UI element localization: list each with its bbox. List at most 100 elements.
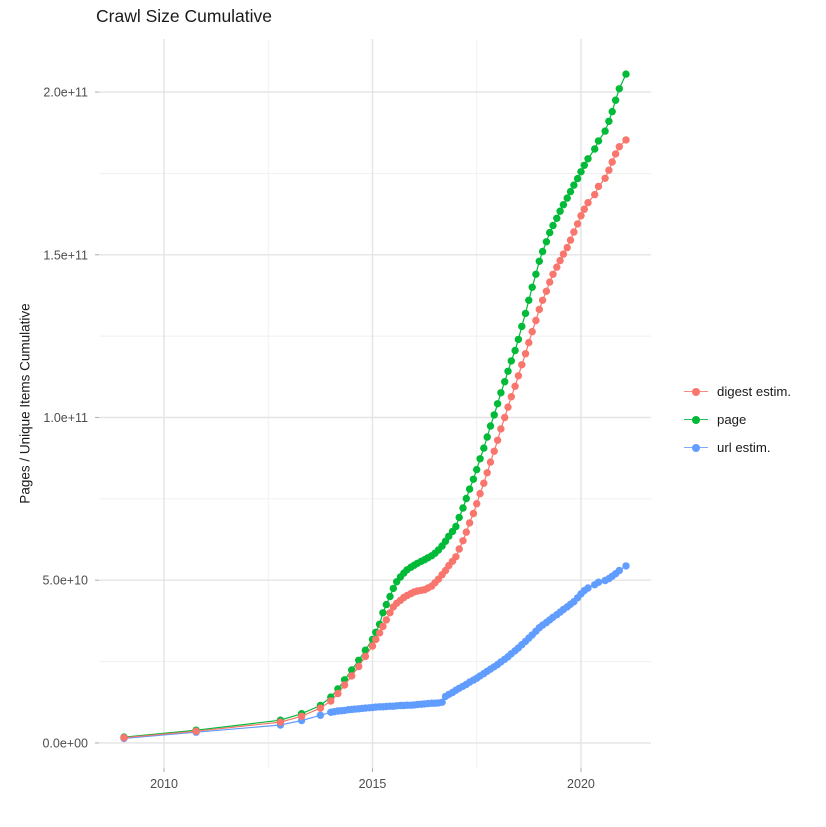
series-point-digest-estim-: [570, 228, 578, 236]
series-point-digest-estim-: [591, 190, 599, 199]
series-point-digest-estim-: [573, 220, 582, 228]
series-point-digest-estim-: [327, 697, 335, 705]
series-point-digest-estim-: [483, 469, 491, 477]
series-point-digest-estim-: [459, 537, 467, 545]
series-point-digest-estim-: [611, 150, 620, 158]
series-point-page: [452, 522, 460, 531]
series-point-page: [340, 676, 349, 684]
series-point-page: [486, 422, 495, 430]
legend-point-swatch: [692, 415, 700, 424]
series-point-digest-estim-: [622, 136, 630, 144]
series-point-digest-estim-: [608, 158, 616, 166]
series-point-digest-estim-: [473, 500, 481, 508]
series-point-page: [608, 107, 616, 116]
series-point-page: [542, 238, 551, 246]
series-point-digest-estim-: [480, 479, 488, 487]
series-point-digest-estim-: [355, 662, 363, 671]
series-point-page: [577, 168, 585, 176]
series-point-page: [511, 346, 519, 355]
series-point-digest-estim-: [455, 545, 463, 553]
series-point-digest-estim-: [493, 436, 502, 444]
series-point-page: [473, 465, 481, 474]
series-point-digest-estim-: [497, 425, 505, 433]
series-point-page: [504, 367, 512, 375]
x-tick-label: 2010: [150, 777, 178, 791]
series-point-digest-estim-: [486, 458, 495, 466]
series-point-page: [379, 609, 387, 617]
y-tick-label: 1.5e+11: [43, 248, 88, 262]
legend-item-url-estim: url estim.: [684, 439, 791, 456]
series-point-page: [573, 174, 582, 183]
series-point-digest-estim-: [120, 734, 128, 742]
series-point-digest-estim-: [605, 166, 613, 174]
series-point-page: [559, 201, 568, 209]
series-point-page: [521, 309, 530, 318]
series-point-page: [465, 485, 474, 493]
series-point-digest-estim-: [518, 361, 526, 369]
series-point-page: [348, 666, 356, 674]
series-point-page: [584, 155, 592, 163]
series-point-digest-estim-: [563, 243, 571, 252]
legend-label-digest-estim: digest estim.: [717, 384, 792, 399]
series-point-digest-estim-: [521, 350, 530, 358]
series-point-page: [361, 646, 370, 654]
series-point-digest-estim-: [577, 212, 585, 220]
series-point-page: [518, 322, 526, 331]
legend: digest estim. page url estim.: [684, 383, 791, 456]
series-point-digest-estim-: [276, 718, 285, 726]
series-point-page: [546, 228, 554, 237]
x-tick-label: 2015: [359, 777, 387, 791]
series-point-page: [514, 335, 523, 344]
series-point-page: [483, 433, 491, 441]
series-point-page: [601, 127, 609, 135]
series-point-page: [501, 378, 509, 386]
legend-label-url-estim: url estim.: [717, 440, 771, 455]
series-point-digest-estim-: [549, 270, 557, 278]
series-point-page: [570, 181, 578, 189]
series-point-page: [566, 187, 575, 196]
series-point-digest-estim-: [340, 681, 349, 689]
series-point-page: [476, 455, 484, 463]
series-point-url-estim-: [615, 566, 623, 575]
series-point-digest-estim-: [462, 528, 470, 536]
series-point-digest-estim-: [361, 652, 370, 661]
series-point-digest-estim-: [490, 447, 498, 455]
series-point-digest-estim-: [368, 642, 377, 650]
series-point-url-estim-: [438, 698, 446, 706]
series-point-digest-estim-: [525, 338, 533, 347]
series-point-page: [462, 494, 470, 503]
series-point-digest-estim-: [476, 489, 484, 498]
series-point-page: [594, 137, 603, 145]
series-point-page: [382, 600, 390, 609]
series-point-page: [525, 296, 533, 304]
series-point-page: [493, 400, 502, 408]
series-point-page: [611, 96, 620, 104]
series-point-digest-estim-: [556, 256, 564, 265]
series-point-page: [553, 214, 561, 222]
y-tick-label: 0.0e+00: [42, 736, 88, 750]
series-line-url-estim-: [123, 565, 627, 739]
series-point-digest-estim-: [535, 305, 543, 314]
series-point-digest-estim-: [546, 278, 554, 286]
chart-title: Crawl Size Cumulative: [96, 6, 273, 26]
series-point-digest-estim-: [507, 393, 515, 401]
series-point-page: [563, 194, 571, 202]
series-point-page: [532, 270, 540, 278]
series-point-digest-estim-: [375, 629, 384, 637]
series-point-digest-estim-: [316, 704, 325, 712]
series-point-digest-estim-: [594, 182, 603, 191]
series-point-digest-estim-: [615, 143, 623, 151]
series-point-digest-estim-: [504, 403, 512, 411]
series-point-url-estim-: [316, 711, 325, 719]
series-point-digest-estim-: [379, 622, 387, 631]
series-point-page: [549, 221, 557, 230]
y-tick-label: 1.0e+11: [43, 411, 88, 425]
series-point-digest-estim-: [452, 553, 460, 561]
series-point-page: [497, 389, 505, 397]
series-point-page: [615, 85, 623, 93]
series-point-page: [591, 145, 599, 153]
series-point-digest-estim-: [553, 263, 561, 271]
series-point-digest-estim-: [382, 616, 390, 624]
legend-key-url-icon: [684, 443, 708, 453]
